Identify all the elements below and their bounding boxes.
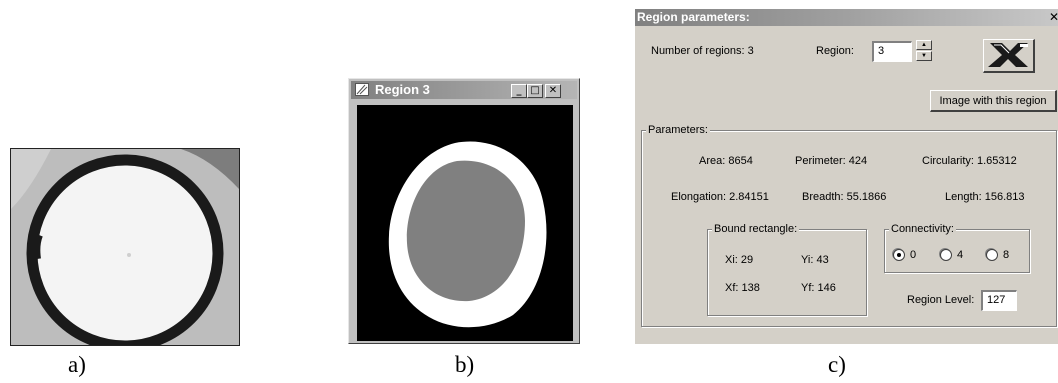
region-inner-shape	[406, 160, 525, 302]
region-window: Region 3 _ □ ✕	[348, 78, 580, 344]
dialog-titlebar[interactable]: Region parameters: ✕	[635, 9, 1058, 26]
caption-a: a)	[68, 352, 86, 377]
region-input[interactable]: 3	[872, 41, 912, 62]
elongation-value: Elongation: 2.84151	[671, 191, 769, 203]
spin-up-button[interactable]: ▲	[916, 40, 932, 50]
connectivity-label-8: 8	[1003, 249, 1010, 261]
maximize-button[interactable]: □	[527, 84, 543, 98]
yf-value: Yf: 146	[801, 282, 836, 294]
close-button[interactable]: ✕	[545, 84, 561, 98]
region-window-titlebar[interactable]: Region 3 _ □ ✕	[351, 81, 577, 99]
yi-value: Yi: 43	[801, 254, 829, 266]
number-of-regions: Number of regions: 3	[651, 45, 754, 57]
connectivity-radio-0[interactable]	[893, 249, 905, 261]
connectivity-radio-8[interactable]	[986, 249, 998, 261]
connectivity-radio-4[interactable]	[940, 249, 952, 261]
xf-value: Xf: 138	[725, 282, 760, 294]
region-image-icon[interactable]	[983, 39, 1035, 73]
parameters-group	[641, 130, 1057, 327]
region-canvas	[357, 105, 573, 341]
image-with-region-button[interactable]: Image with this region	[930, 90, 1057, 112]
sample-photo	[10, 148, 240, 346]
region-label: Region:	[816, 45, 854, 57]
perimeter-value: Perimeter: 424	[795, 155, 868, 167]
connectivity-label-0: 0	[910, 249, 917, 261]
breadth-value: Breadth: 55.1866	[802, 191, 887, 203]
connectivity-group	[884, 229, 1030, 273]
region-level-input[interactable]: 127	[981, 290, 1017, 311]
bound-rectangle-group	[707, 229, 867, 316]
caption-b: b)	[455, 352, 475, 377]
dialog-title: Region parameters:	[637, 10, 750, 24]
minimize-button[interactable]: _	[511, 84, 527, 98]
connectivity-label-4: 4	[957, 249, 964, 261]
xi-value: Xi: 29	[725, 254, 754, 266]
bound-rectangle-legend: Bound rectangle:	[712, 223, 800, 235]
caption-c: c)	[828, 352, 846, 377]
connectivity-legend: Connectivity:	[889, 223, 956, 235]
dialog-close-button[interactable]: ✕	[1049, 10, 1058, 24]
parameters-legend: Parameters:	[646, 124, 710, 136]
region-window-title: Region 3	[375, 82, 430, 97]
window-icon	[355, 83, 369, 96]
region-parameters-dialog: Region parameters: ✕ Number of regions: …	[634, 8, 1058, 344]
circularity-value: Circularity: 1.65312	[922, 155, 1017, 167]
length-value: Length: 156.813	[945, 191, 1025, 203]
spin-down-button[interactable]: ▼	[916, 51, 932, 61]
region-level-label: Region Level:	[907, 294, 975, 306]
area-value: Area: 8654	[699, 155, 753, 167]
